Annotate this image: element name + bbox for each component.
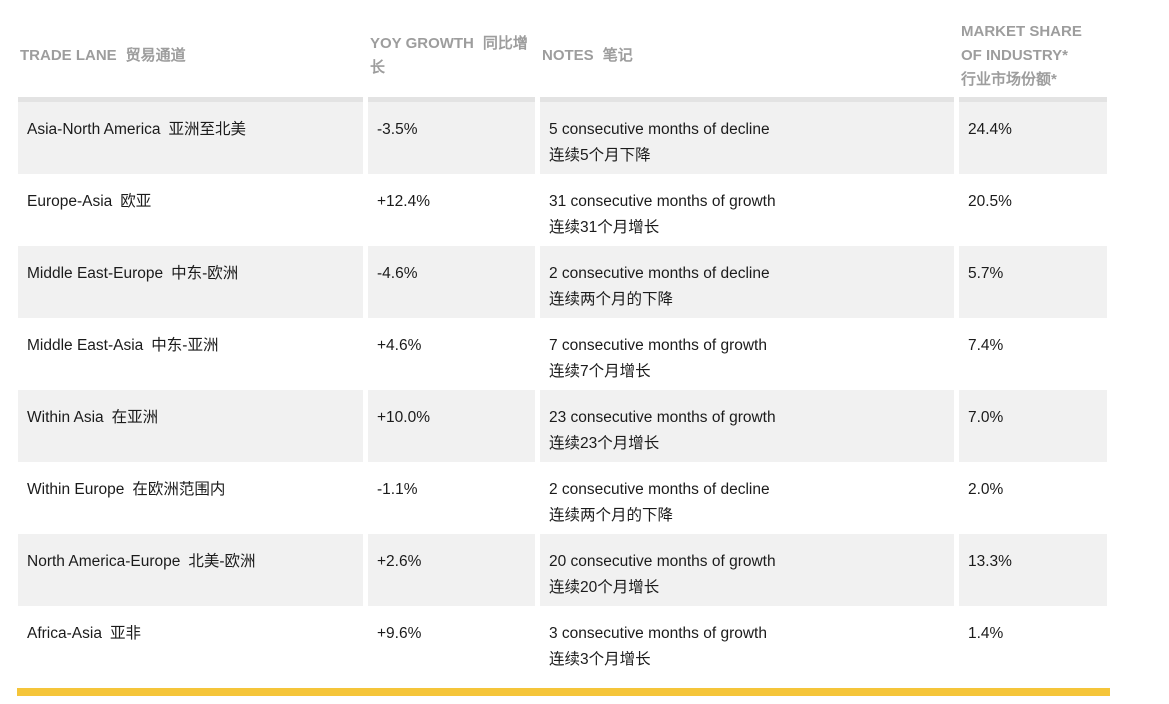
trade-lane-table: TRADE LANE 贸易通道 YOY GROWTH 同比增长 NOTES 笔记 MA… [18,0,1107,678]
market-share-cell: 13.3% [959,534,1107,606]
trade-lane-cell: Middle East-Europe 中东-欧洲 [18,246,363,318]
lane-name-en: Middle East-Asia [27,337,144,354]
market-share-cell: 7.0% [959,390,1107,462]
note-zh: 连续23个月增长 [549,435,660,452]
notes-cell: 2 consecutive months of decline 连续两个月的下降 [540,246,954,318]
trade-lane-cell: Europe-Asia 欧亚 [18,174,363,246]
trade-lane-cell: Middle East-Asia 中东-亚洲 [18,318,363,390]
note-en: 2 consecutive months of decline [549,265,770,282]
lane-name-zh: 中东-欧洲 [171,265,239,282]
lane-name-en: Asia-North America [27,121,161,138]
yoy-growth-cell: +9.6% [368,606,535,678]
notes-cell: 20 consecutive months of growth 连续20个月增长 [540,534,954,606]
column-header-notes: NOTES 笔记 [540,44,954,68]
lane-name-zh: 亚非 [109,625,141,642]
lane-name-en: Middle East-Europe [27,265,164,282]
yoy-growth-cell: -4.6% [368,246,535,318]
yoy-growth-cell: -1.1% [368,462,535,534]
trade-lane-cell: North America-Europe 北美-欧洲 [18,534,363,606]
lane-name-zh: 北美-欧洲 [188,553,256,570]
lane-name-zh: 欧亚 [120,193,152,210]
notes-cell: 7 consecutive months of growth 连续7个月增长 [540,318,954,390]
column-header-trade-lane: TRADE LANE 贸易通道 [18,44,363,68]
column-header-market-share: MARKET SHARE OF INDUSTRY* 行业市场份额* [959,20,1107,92]
trade-lane-cell: Africa-Asia 亚非 [18,606,363,678]
market-share-cell: 5.7% [959,246,1107,318]
lane-name-en: Africa-Asia [27,625,102,642]
table-row-africa-asia: Africa-Asia 亚非 +9.6% 3 consecutive months… [18,606,1107,678]
market-share-cell: 7.4% [959,318,1107,390]
note-en: 20 consecutive months of growth [549,553,776,570]
trade-lane-cell: Within Europe 在欧洲范围内 [18,462,363,534]
column-header-trade-lane-en: TRADE LANE [20,46,117,64]
market-share-cell: 24.4% [959,97,1107,174]
market-share-cell: 20.5% [959,174,1107,246]
column-header-notes-zh: 笔记 [602,46,633,64]
table-row-middle-east-asia: Middle East-Asia 中东-亚洲 +4.6% 7 consecutiv… [18,318,1107,390]
note-zh: 连续3个月增长 [549,651,651,668]
table-row-within-asia: Within Asia 在亚洲 +10.0% 23 consecutive mon… [18,390,1107,462]
lane-name-zh: 亚洲至北美 [168,121,247,138]
note-zh: 连续两个月的下降 [549,291,674,308]
column-header-yoy-growth-en: YOY GROWTH [370,34,474,52]
accent-bar [17,688,1110,696]
note-en: 31 consecutive months of growth [549,193,776,210]
yoy-growth-cell: -3.5% [368,97,535,174]
table-row-asia-north-america: Asia-North America 亚洲至北美 -3.5% 5 consecut… [18,97,1107,174]
lane-name-en: North America-Europe [27,553,181,570]
column-header-notes-en: NOTES [542,46,594,64]
note-zh: 连续20个月增长 [549,579,660,596]
lane-name-en: Within Asia [27,409,104,426]
notes-cell: 5 consecutive months of decline 连续5个月下降 [540,97,954,174]
lane-name-zh: 在亚洲 [111,409,159,426]
note-zh: 连续31个月增长 [549,219,660,236]
column-header-trade-lane-zh: 贸易通道 [125,46,186,64]
trade-lane-cell: Asia-North America 亚洲至北美 [18,97,363,174]
note-zh: 连续5个月下降 [549,147,651,164]
lane-name-zh: 在欧洲范围内 [132,481,226,498]
yoy-growth-cell: +12.4% [368,174,535,246]
yoy-growth-cell: +10.0% [368,390,535,462]
table-row-north-america-europe: North America-Europe 北美-欧洲 +2.6% 20 conse… [18,534,1107,606]
table-row-europe-asia: Europe-Asia 欧亚 +12.4% 31 consecutive mont… [18,174,1107,246]
column-header-yoy-growth-zh: 同比增长 [370,34,528,76]
yoy-growth-cell: +4.6% [368,318,535,390]
lane-name-en: Within Europe [27,481,125,498]
trade-lane-cell: Within Asia 在亚洲 [18,390,363,462]
note-zh: 连续7个月增长 [549,363,651,380]
market-share-cell: 2.0% [959,462,1107,534]
table-row-within-europe: Within Europe 在欧洲范围内 -1.1% 2 consecutive … [18,462,1107,534]
notes-cell: 3 consecutive months of growth 连续3个月增长 [540,606,954,678]
notes-cell: 23 consecutive months of growth 连续23个月增长 [540,390,954,462]
note-en: 2 consecutive months of decline [549,481,770,498]
notes-cell: 2 consecutive months of decline 连续两个月的下降 [540,462,954,534]
note-en: 7 consecutive months of growth [549,337,767,354]
table-row-middle-east-europe: Middle East-Europe 中东-欧洲 -4.6% 2 consecut… [18,246,1107,318]
note-zh: 连续两个月的下降 [549,507,674,524]
note-en: 5 consecutive months of decline [549,121,770,138]
note-en: 23 consecutive months of growth [549,409,776,426]
notes-cell: 31 consecutive months of growth 连续31个月增长 [540,174,954,246]
market-share-cell: 1.4% [959,606,1107,678]
lane-name-en: Europe-Asia [27,193,113,210]
yoy-growth-cell: +2.6% [368,534,535,606]
column-header-market-share-en: MARKET SHARE OF INDUSTRY* [961,22,1082,64]
column-header-market-share-zh: 行业市场份额* [961,70,1057,88]
lane-name-zh: 中东-亚洲 [151,337,219,354]
table-header-row: TRADE LANE 贸易通道 YOY GROWTH 同比增长 NOTES 笔记 MA… [18,0,1107,97]
column-header-yoy-growth: YOY GROWTH 同比增长 [368,32,535,80]
note-en: 3 consecutive months of growth [549,625,767,642]
